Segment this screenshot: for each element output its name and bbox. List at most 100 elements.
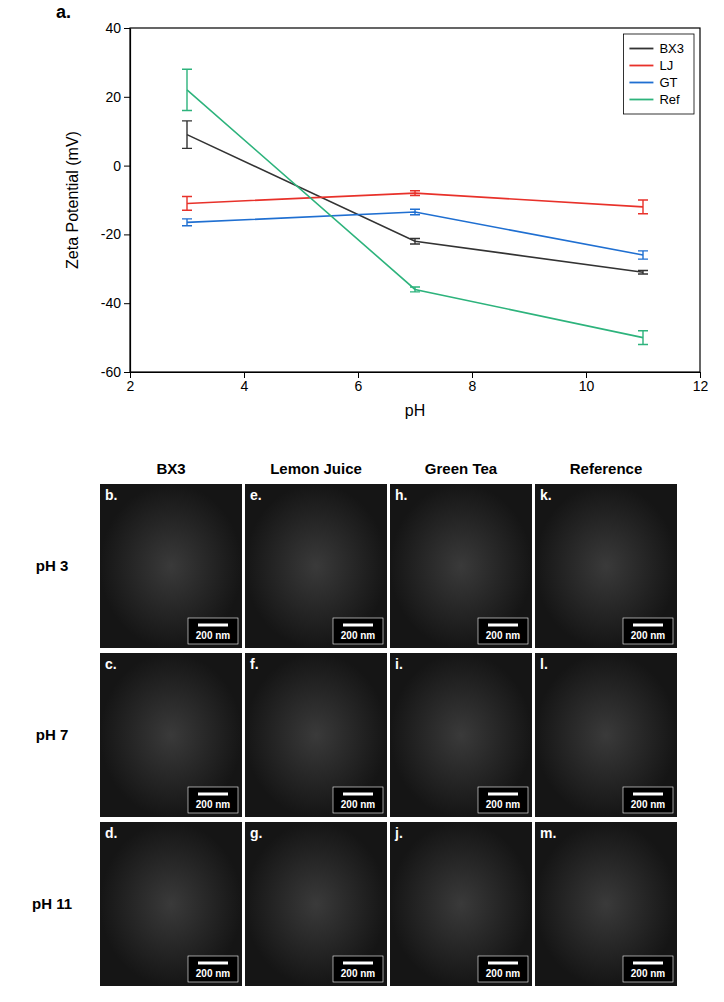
x-axis-title: pH: [405, 402, 425, 419]
panel-letter: g.: [250, 825, 262, 841]
y-tick-mark: [124, 372, 130, 373]
scale-bar-label: 200 nm: [196, 630, 231, 641]
column-header: Green Tea: [425, 460, 498, 477]
sem-panel: h.200 nm: [390, 484, 532, 648]
y-tick-label: 20: [105, 89, 121, 105]
scale-bar: [343, 962, 373, 965]
scale-bar: [633, 962, 663, 965]
sem-image: [100, 484, 242, 648]
sem-image: [100, 822, 242, 986]
scale-bar-label: 200 nm: [196, 968, 231, 979]
plot-area: [182, 69, 648, 344]
y-tick: 20: [105, 89, 130, 105]
error-bar: [182, 219, 192, 226]
scale-bar-box: [623, 787, 673, 813]
y-axis: -60 -40 -20 0 20 40: [101, 20, 131, 380]
sem-panel: d. 200 nm: [100, 822, 242, 986]
scale-bar: [488, 793, 518, 796]
row-header: pH 7: [36, 726, 69, 743]
x-tick-label: 12: [693, 378, 709, 394]
legend-swatch: [629, 82, 653, 84]
scale-bar-label: 200 nm: [631, 630, 666, 641]
sem-panel: b. 200 nm: [100, 484, 242, 648]
y-tick-mark: [124, 303, 130, 304]
scale-bar-label: 200 nm: [196, 799, 231, 810]
error-bar: [638, 200, 648, 214]
legend-label: LJ: [659, 58, 673, 73]
sem-panel: m.200 nm: [535, 822, 677, 986]
y-tick: 0: [113, 158, 130, 174]
image-grid: BX3Lemon JuiceGreen TeaReferencepH 3pH 7…: [32, 460, 677, 986]
sem-panel: e. 200 nm: [245, 484, 387, 648]
sem-image: [100, 653, 242, 817]
error-bar: [182, 121, 192, 149]
panel-letter: k.: [540, 487, 552, 503]
sem-panel: i.200 nm: [390, 653, 532, 817]
scale-bar: [633, 624, 663, 627]
sem-image: [245, 653, 387, 817]
scale-bar-box: [623, 618, 673, 644]
scale-bar-label: 200 nm: [631, 968, 666, 979]
panel-letter: l.: [540, 656, 548, 672]
series-line: [187, 212, 643, 255]
legend-swatch: [629, 99, 653, 101]
scale-bar-box: [188, 787, 238, 813]
legend-label: Ref: [659, 92, 680, 107]
panel-letter: i.: [395, 656, 403, 672]
x-tick-label: 10: [579, 378, 595, 394]
scale-bar-label: 200 nm: [341, 630, 376, 641]
y-tick: -40: [101, 295, 130, 311]
sem-panel: k. 200 nm: [535, 484, 677, 648]
x-tick-label: 6: [355, 378, 363, 394]
scale-bar: [198, 793, 228, 796]
error-bar: [638, 271, 648, 274]
y-tick-mark: [124, 234, 130, 235]
panel-letter: b.: [105, 487, 117, 503]
sem-panel: l.200 nm: [535, 653, 677, 817]
sem-panel: c. 200 nm: [100, 653, 242, 817]
sem-image: [390, 484, 532, 648]
x-axis: 24681012: [127, 372, 709, 394]
y-tick: -60: [101, 364, 130, 380]
error-bar: [410, 239, 420, 245]
scale-bar-box: [333, 618, 383, 644]
legend-label: BX3: [659, 41, 684, 56]
panel-letter: e.: [250, 487, 262, 503]
scale-bar: [198, 962, 228, 965]
legend-box: [623, 34, 694, 114]
panel-letter: c.: [105, 656, 117, 672]
x-tick: 10: [579, 372, 595, 394]
y-tick-mark: [124, 28, 130, 29]
x-tick-label: 4: [241, 378, 249, 394]
scale-bar-box: [188, 956, 238, 982]
panel-letter: h.: [395, 487, 407, 503]
scale-bar: [633, 793, 663, 796]
error-bar: [182, 69, 192, 110]
x-axis-line: [131, 372, 701, 373]
y-tick-mark: [124, 166, 130, 167]
column-header: Lemon Juice: [270, 460, 362, 477]
error-bar: [410, 209, 420, 215]
y-tick-label: 40: [105, 20, 121, 36]
x-tick: 6: [355, 372, 363, 394]
panel-letter: f.: [250, 656, 259, 672]
sem-image: [535, 822, 677, 986]
sem-image: [535, 484, 677, 648]
y-tick: -20: [101, 226, 130, 242]
scale-bar-box: [333, 787, 383, 813]
panel-label: a.: [56, 2, 71, 22]
y-tick-label: -20: [101, 226, 121, 242]
x-tick: 4: [241, 372, 249, 394]
scale-bar: [343, 793, 373, 796]
legend-swatch: [629, 65, 653, 67]
panel-letter: d.: [105, 825, 117, 841]
scale-bar: [343, 624, 373, 627]
sem-panel: g.200 nm: [245, 822, 387, 986]
scale-bar-box: [478, 956, 528, 982]
sem-image: [535, 653, 677, 817]
sem-image: [245, 484, 387, 648]
x-tick-label: 2: [127, 378, 135, 394]
scale-bar: [198, 624, 228, 627]
error-bar: [410, 191, 420, 196]
y-tick-mark: [124, 97, 130, 98]
